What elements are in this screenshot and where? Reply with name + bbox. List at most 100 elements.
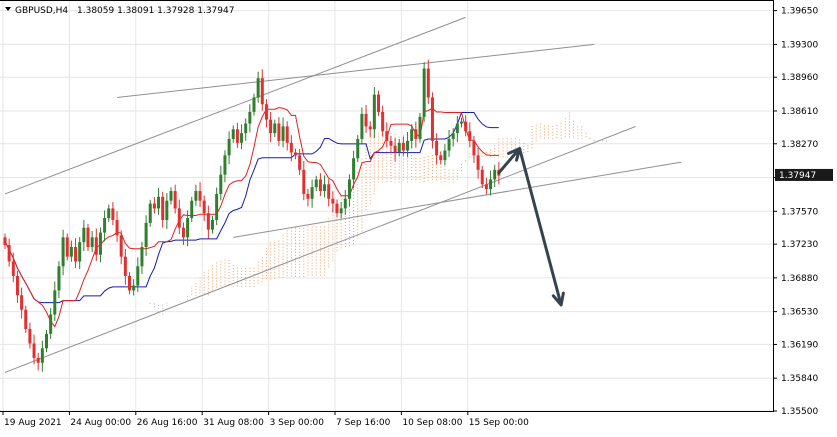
candle-body xyxy=(98,232,102,255)
chevron-down-icon[interactable] xyxy=(5,7,11,11)
candle-body xyxy=(314,179,318,188)
candle-body xyxy=(356,138,360,159)
y-tick-label: 1.39300 xyxy=(781,40,818,50)
candle-body xyxy=(215,193,219,220)
candle-body xyxy=(103,218,107,233)
candle-body xyxy=(211,219,214,230)
candle-body xyxy=(273,123,277,134)
candle-body xyxy=(327,184,331,199)
y-tick-label: 1.37570 xyxy=(781,207,818,217)
candle-body xyxy=(310,187,314,199)
symbol-label: GBPUSD,H4 xyxy=(15,6,68,16)
candle-body xyxy=(277,123,281,141)
candle-body xyxy=(260,78,264,105)
candle-body xyxy=(401,142,405,151)
y-tick-label: 1.38610 xyxy=(781,107,818,117)
candle-body xyxy=(410,129,414,141)
candle-body xyxy=(343,198,347,209)
candle-body xyxy=(360,113,364,139)
x-tick-label: 26 Aug 16:00 xyxy=(137,418,198,428)
candle-body xyxy=(244,123,248,134)
candle-body xyxy=(94,237,98,255)
x-tick-label: 3 Sep 00:00 xyxy=(270,418,325,428)
x-tick-label: 7 Sep 16:00 xyxy=(336,418,391,428)
candle-body xyxy=(414,129,418,139)
candle-body xyxy=(78,242,82,262)
candle-body xyxy=(177,208,181,228)
candle-body xyxy=(285,126,289,143)
trend-line xyxy=(116,43,595,98)
candle-body xyxy=(115,219,119,236)
candle-body xyxy=(40,348,44,363)
x-tick-label: 19 Aug 2021 xyxy=(4,418,62,428)
candle-body xyxy=(227,138,231,156)
candle-body xyxy=(206,213,210,230)
candle-body xyxy=(480,169,484,185)
candle-body xyxy=(493,169,497,180)
y-tick-label: 1.37230 xyxy=(781,240,818,250)
candle-body xyxy=(90,237,94,247)
current-price-tag xyxy=(775,168,833,181)
candle-body xyxy=(86,227,90,247)
candle-body xyxy=(426,68,430,98)
candles xyxy=(3,59,501,372)
candle-body xyxy=(381,111,385,132)
price-tag: 1.37947 xyxy=(775,168,833,181)
y-tick-label: 1.36880 xyxy=(781,274,818,284)
candle-body xyxy=(489,179,493,190)
candle-body xyxy=(430,97,434,141)
candle-body xyxy=(61,237,65,267)
candle-body xyxy=(377,94,380,112)
y-tick-label: 1.39650 xyxy=(781,7,818,17)
candle-body xyxy=(107,208,111,219)
candle-body xyxy=(455,123,459,134)
candle-body xyxy=(484,184,488,190)
y-tick-label: 1.35840 xyxy=(781,374,818,384)
candle-body xyxy=(202,200,206,214)
candle-body xyxy=(7,245,11,262)
candle-body xyxy=(347,179,351,199)
candle-body xyxy=(240,133,244,143)
candle-body xyxy=(57,266,61,291)
candle-body xyxy=(186,218,190,238)
ohlc-values: 1.38059 1.38091 1.37928 1.37947 xyxy=(77,6,234,16)
forecast-arrow xyxy=(518,147,563,307)
candle-body xyxy=(368,126,372,130)
x-tick-label: 15 Sep 00:00 xyxy=(469,418,529,428)
candle-body xyxy=(298,155,302,170)
candle-body xyxy=(28,329,32,344)
candle-body xyxy=(231,129,235,139)
candle-body xyxy=(443,150,447,161)
candle-body xyxy=(451,133,455,139)
x-tick-label: 10 Sep 08:00 xyxy=(402,418,462,428)
candle-body xyxy=(464,121,468,132)
candle-body xyxy=(223,155,227,175)
candle-body xyxy=(15,275,19,296)
candle-body xyxy=(69,247,73,257)
candle-body xyxy=(476,155,480,170)
arrow-head xyxy=(551,291,565,307)
candle-body xyxy=(169,191,173,201)
candle-body xyxy=(406,140,410,151)
trend-lines xyxy=(4,16,682,373)
candle-body xyxy=(24,309,28,329)
candle-body xyxy=(136,266,140,286)
candle-body xyxy=(302,169,306,194)
time-axis: 19 Aug 2021 24 Aug 00:00 26 Aug 16:00 31 Au… xyxy=(2,411,529,428)
current-price-label: 1.37947 xyxy=(779,171,816,181)
candle-body xyxy=(256,78,260,98)
candle-body xyxy=(119,235,123,257)
candle-body xyxy=(422,68,426,117)
candle-body xyxy=(269,119,273,134)
candle-body xyxy=(447,138,451,151)
candle-body xyxy=(53,290,57,315)
candle-body xyxy=(161,196,165,220)
trend-line xyxy=(4,16,466,195)
x-tick-label: 31 Aug 08:00 xyxy=(203,418,264,428)
candle-body xyxy=(190,200,194,219)
candle-body xyxy=(165,200,169,220)
trend-line xyxy=(4,125,636,373)
y-tick-label: 1.36530 xyxy=(781,308,818,318)
